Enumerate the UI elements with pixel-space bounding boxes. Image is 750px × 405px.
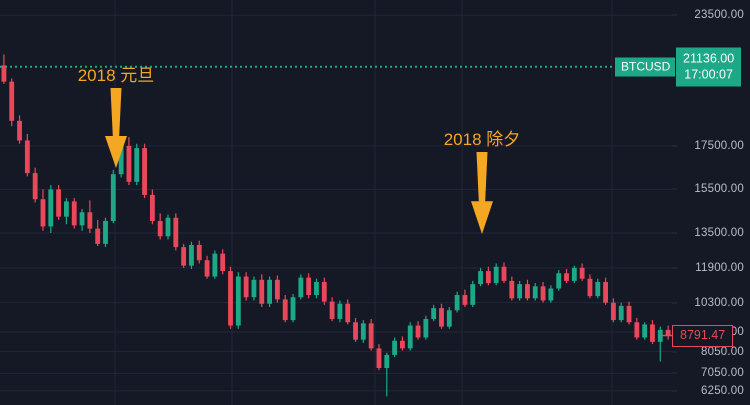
current-price-value: 8791.47 xyxy=(680,327,726,342)
price-axis-tick: 6250.00 xyxy=(701,384,744,397)
annotation-label-yuandan: 2018 元旦 xyxy=(77,66,155,85)
symbol-badge[interactable]: BTCUSD xyxy=(615,57,676,77)
chart-plot-area[interactable]: 2018 元旦 2018 除夕 xyxy=(0,0,672,405)
chart-overlays xyxy=(0,65,672,337)
price-axis-tick: 10300.00 xyxy=(694,296,744,309)
price-axis-tick: 23500.00 xyxy=(694,9,744,22)
price-axis-tick-mark xyxy=(672,188,677,190)
arrow-icon-0 xyxy=(105,88,127,168)
price-axis-tick: 8050.00 xyxy=(701,345,744,358)
last-price-time: 17:00:07 xyxy=(684,67,733,82)
price-axis-tick: 15500.00 xyxy=(694,183,744,196)
price-axis-tick: 11900.00 xyxy=(695,261,744,274)
price-axis-tick-mark xyxy=(672,267,677,269)
price-axis-tick: 13500.00 xyxy=(694,226,744,239)
price-axis-tick-mark xyxy=(672,145,677,147)
symbol-ticker-text: BTCUSD xyxy=(621,59,671,74)
price-axis-tick-mark xyxy=(672,351,677,353)
price-axis-tick-mark xyxy=(672,14,677,16)
current-price-badge[interactable]: 8791.47 xyxy=(672,324,734,347)
price-axis-tick-mark xyxy=(672,390,677,392)
price-axis-tick: 7050.00 xyxy=(701,367,744,380)
last-price-badge[interactable]: 21136.00 17:00:07 xyxy=(676,47,742,87)
price-axis-tick-mark xyxy=(672,372,677,374)
annotation-label-chuxi: 2018 除夕 xyxy=(443,130,521,149)
last-price-value: 21136.00 xyxy=(683,51,735,66)
arrow-icon-1 xyxy=(471,152,493,234)
price-axis-tick-mark xyxy=(672,302,677,304)
price-axis-tick: 17500.00 xyxy=(694,139,744,152)
candlestick-series xyxy=(1,54,671,397)
price-axis-tick-mark xyxy=(672,232,677,234)
